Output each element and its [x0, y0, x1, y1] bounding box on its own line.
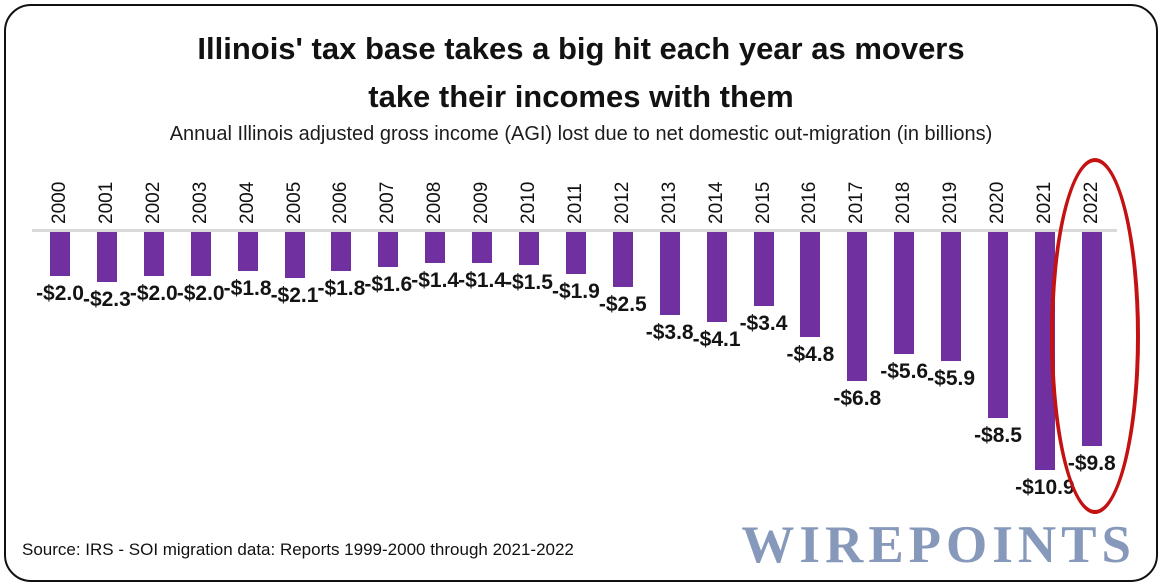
- value-label-2011: -$1.9: [551, 280, 600, 303]
- value-label-2003: -$2.0: [176, 282, 225, 305]
- value-label-2006: -$1.8: [317, 277, 366, 300]
- value-label-2002: -$2.0: [129, 282, 178, 305]
- bar-2008: [425, 232, 446, 263]
- year-label-2012: 2012: [611, 181, 633, 224]
- value-label-2016: -$4.8: [786, 343, 835, 366]
- value-label-2012: -$2.5: [598, 293, 647, 316]
- bar-2014: [706, 232, 727, 322]
- bar-2015: [753, 232, 774, 306]
- value-label-2020: -$8.5: [974, 424, 1022, 447]
- value-label-2018: -$5.6: [880, 360, 929, 383]
- bar-2020: [988, 232, 1008, 418]
- value-label-2008: -$1.4: [411, 269, 460, 292]
- year-label-2001: 2001: [95, 181, 117, 224]
- value-label-2014: -$4.1: [692, 328, 741, 351]
- year-label-2006: 2006: [330, 181, 352, 224]
- year-label-2019: 2019: [940, 181, 962, 224]
- value-label-2005: -$2.1: [270, 284, 319, 307]
- year-label-2020: 2020: [987, 181, 1008, 224]
- bar-2011: [565, 232, 586, 274]
- value-label-2015: -$3.4: [739, 312, 788, 335]
- chart-title-line1: Illinois' tax base takes a big hit each …: [197, 31, 965, 66]
- value-label-2013: -$3.8: [645, 321, 694, 344]
- bar-2018: [894, 232, 915, 354]
- value-label-2001: -$2.3: [82, 288, 131, 311]
- bar-2003: [190, 232, 211, 276]
- year-label-2003: 2003: [189, 181, 211, 224]
- year-label-2011: 2011: [564, 183, 586, 224]
- bar-2006: [331, 232, 352, 271]
- year-label-2013: 2013: [658, 181, 680, 224]
- bar-2000: [50, 232, 70, 276]
- bar-2009: [472, 232, 493, 263]
- year-label-2004: 2004: [236, 181, 258, 224]
- value-label-2019: -$5.9: [927, 367, 976, 390]
- chart-title: Illinois' tax base takes a big hit each …: [0, 25, 1162, 121]
- chart-title-line2: take their incomes with them: [368, 79, 794, 114]
- bar-2001: [96, 232, 117, 282]
- x-axis-line: [32, 229, 1117, 232]
- value-label-2000: -$2.0: [36, 282, 84, 305]
- year-label-2002: 2002: [142, 181, 164, 224]
- year-label-2016: 2016: [799, 181, 821, 224]
- year-label-2017: 2017: [846, 181, 868, 224]
- year-label-2005: 2005: [283, 181, 305, 224]
- value-label-2021: -$10.9: [1015, 476, 1075, 499]
- value-label-2010: -$1.5: [505, 271, 553, 294]
- year-label-2008: 2008: [424, 181, 446, 224]
- bar-2021: [1034, 232, 1055, 470]
- year-label-2010: 2010: [518, 181, 539, 224]
- bar-2012: [612, 232, 633, 287]
- wirepoints-logo: WIREPOINTS: [741, 516, 1136, 574]
- bar-2016: [800, 232, 821, 337]
- value-label-2007: -$1.6: [364, 273, 413, 296]
- year-label-2007: 2007: [377, 181, 399, 224]
- value-label-2004: -$1.8: [223, 277, 272, 300]
- highlight-ellipse-2022: [1050, 158, 1140, 514]
- year-label-2021: 2021: [1033, 181, 1055, 224]
- bar-2004: [237, 232, 258, 271]
- bar-2007: [378, 232, 399, 267]
- bar-2002: [143, 232, 164, 276]
- bar-2017: [847, 232, 868, 381]
- year-label-2018: 2018: [893, 181, 915, 224]
- year-label-2015: 2015: [752, 181, 774, 224]
- bar-2013: [659, 232, 680, 315]
- value-label-2009: -$1.4: [458, 269, 507, 292]
- year-label-2014: 2014: [705, 181, 727, 224]
- chart-subtitle: Annual Illinois adjusted gross income (A…: [169, 123, 993, 145]
- year-label-2000: 2000: [49, 181, 70, 224]
- bar-2005: [284, 232, 305, 278]
- bar-2010: [519, 232, 539, 265]
- value-label-2017: -$6.8: [833, 387, 882, 410]
- year-label-2009: 2009: [471, 181, 493, 224]
- source-note: Source: IRS - SOI migration data: Report…: [22, 540, 574, 559]
- bar-2019: [941, 232, 962, 361]
